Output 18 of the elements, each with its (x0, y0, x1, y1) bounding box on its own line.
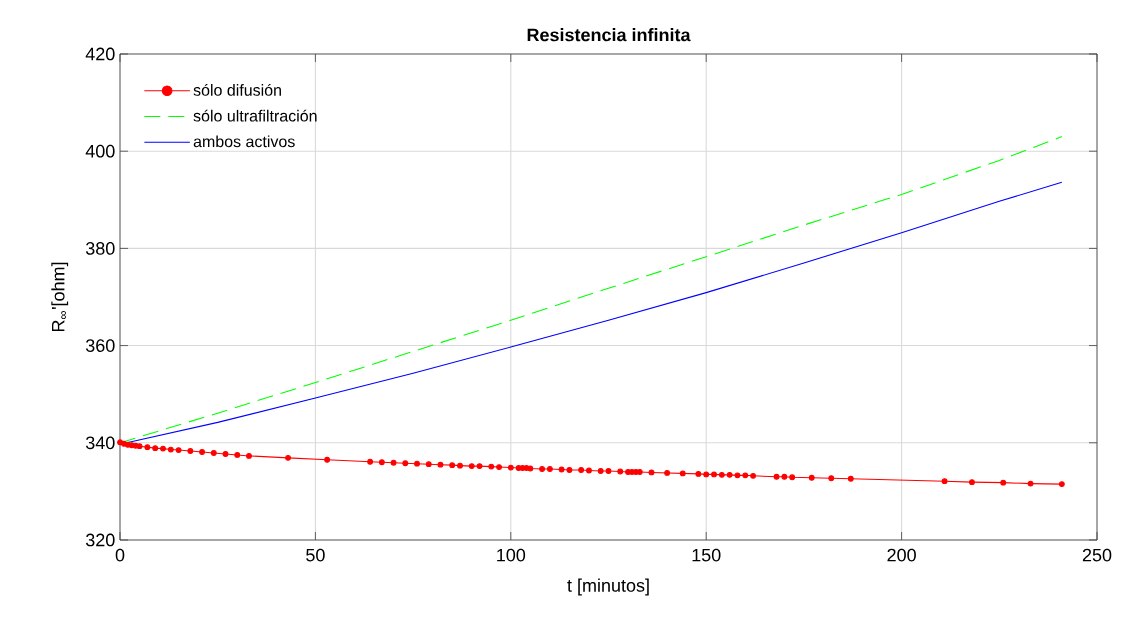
y-tick-label: 360 (85, 339, 115, 352)
y-tick-label: 420 (85, 47, 115, 61)
y-axis-title: R$_{∞}$'[ohm] (51, 262, 69, 332)
legend-label: sólo difusión (193, 83, 281, 96)
x-axis-title: t [minutos] (567, 578, 649, 596)
x-tick-label: 0 (115, 548, 125, 562)
chart-title: Resistencia infinita (527, 28, 691, 42)
x-tick-label: 150 (692, 548, 721, 562)
x-tick-label: 50 (306, 548, 325, 562)
y-tick-label: 340 (85, 436, 115, 450)
y-tick-label: 320 (85, 533, 115, 547)
legend-label: sólo ultrafiltración (193, 109, 317, 122)
x-tick-label: 200 (887, 548, 916, 562)
x-tick-label: 250 (1082, 548, 1112, 562)
x-tick-label: 100 (497, 548, 526, 562)
y-tick-label: 380 (85, 242, 115, 255)
y-tick-label: 400 (85, 144, 115, 158)
legend-label: ambos activos (193, 135, 295, 148)
